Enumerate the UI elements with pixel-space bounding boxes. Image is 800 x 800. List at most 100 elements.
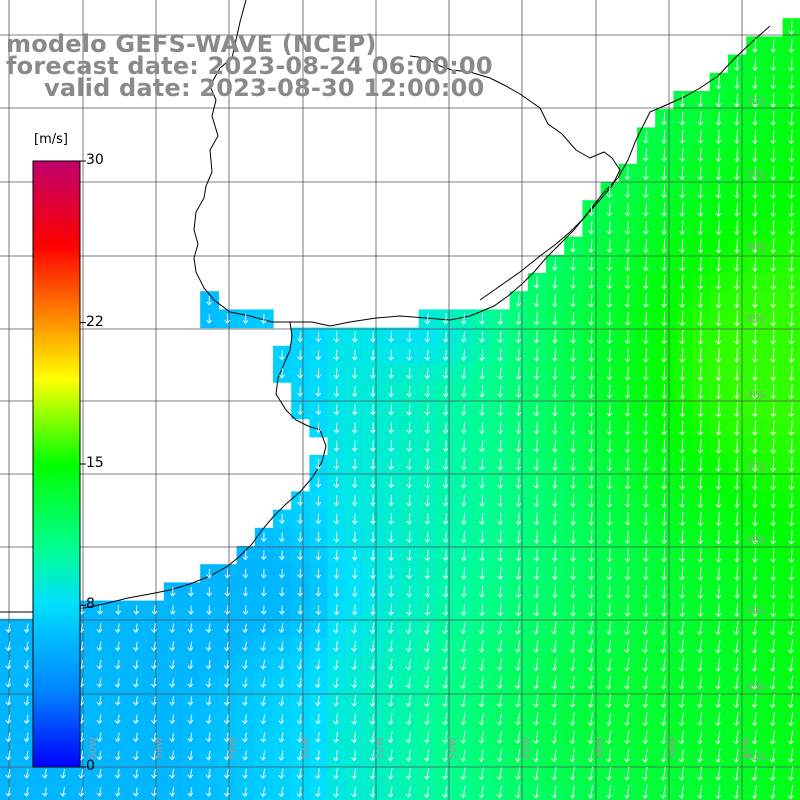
wind-arrow [697, 148, 704, 163]
wind-arrow [279, 368, 285, 379]
wind-arrow [442, 713, 448, 726]
wind-arrow [187, 641, 194, 652]
wind-arrow [752, 165, 758, 181]
wind-arrow [570, 384, 576, 399]
wind-arrow [514, 767, 521, 781]
latitude-labels: 32S 33S 34S 35S 36S 37S 38S 39S 40S 41S [746, 96, 765, 763]
wind-arrow [751, 730, 758, 745]
wind-arrow [369, 640, 376, 653]
wind-arrow [260, 550, 267, 561]
wind-arrow [114, 623, 121, 634]
wind-arrow [770, 238, 776, 254]
wind-arrow [333, 677, 339, 689]
wind-arrow [388, 331, 394, 343]
wind-arrow [570, 457, 576, 472]
wind-arrow [570, 257, 576, 271]
wind-arrow [788, 75, 795, 90]
wind-arrow [752, 584, 758, 600]
wind-arrow [678, 694, 685, 709]
wind-arrow [605, 730, 612, 745]
wind-arrow [405, 695, 412, 708]
wind-arrow [679, 256, 685, 272]
wind-arrow [315, 495, 322, 507]
wind-arrow [351, 731, 357, 744]
wind-arrow [642, 766, 648, 781]
wind-arrow [423, 640, 430, 653]
wind-arrow [97, 605, 103, 615]
wind-arrow [788, 365, 795, 382]
wind-arrow [242, 750, 248, 761]
wind-arrow [515, 585, 522, 599]
wind-arrow [660, 712, 667, 727]
wind-arrow [351, 458, 358, 471]
wind-arrow [733, 639, 739, 654]
wind-arrow [423, 622, 430, 635]
wind-arrow [733, 402, 740, 418]
wind-arrow [314, 713, 321, 725]
wind-arrow [733, 475, 740, 491]
wind-arrow [369, 786, 376, 798]
coastline-south-path [0, 321, 327, 613]
wind-arrow [442, 658, 448, 671]
wind-arrow [260, 532, 267, 543]
wind-arrow [697, 475, 704, 490]
wind-arrow [733, 184, 740, 199]
wind-arrow [424, 440, 431, 453]
wind-arrow [606, 348, 613, 363]
wind-arrow [387, 695, 394, 707]
wind-arrow [570, 530, 576, 544]
wind-arrow [514, 639, 521, 653]
wind-arrow [369, 658, 376, 671]
wind-arrow [187, 678, 194, 688]
wind-arrow [169, 696, 175, 706]
wind-arrow [479, 367, 485, 380]
wind-arrow [314, 786, 321, 798]
wind-arrow [788, 438, 795, 454]
wind-arrow [588, 402, 594, 417]
wind-arrow [496, 676, 503, 690]
wind-arrow [715, 129, 722, 144]
wind-arrow [205, 714, 212, 725]
wind-arrow [769, 639, 776, 654]
wind-arrow [351, 404, 358, 416]
wind-arrow [460, 403, 467, 416]
wind-arrow [788, 38, 795, 54]
wind-arrow [260, 623, 266, 634]
wind-arrow [678, 766, 685, 781]
wind-arrow [460, 494, 467, 507]
wind-arrow [533, 730, 539, 745]
wind-arrow [551, 639, 557, 654]
wind-arrow [333, 495, 340, 507]
wind-arrow [770, 402, 776, 418]
wind-arrow [333, 786, 339, 798]
wind-arrow [442, 494, 449, 507]
wind-arrow [715, 238, 722, 254]
wind-arrow [587, 675, 594, 690]
lat-label: 34S [746, 242, 765, 253]
wind-arrow [551, 330, 558, 344]
wind-arrow [151, 714, 157, 725]
lon-label: 46W [595, 737, 606, 760]
wind-arrow [733, 511, 740, 527]
wind-arrow [770, 347, 776, 363]
wind-arrow [496, 621, 503, 635]
wind-arrow [460, 694, 466, 708]
wind-arrow [442, 403, 449, 416]
wind-arrow [242, 768, 248, 779]
wind-arrow [697, 584, 704, 599]
wind-arrow [96, 714, 103, 725]
wind-arrow [424, 331, 431, 343]
wind-arrow [715, 712, 721, 727]
wind-arrow [387, 731, 394, 744]
wind-arrow [515, 439, 522, 453]
wind-arrow [423, 713, 430, 726]
wind-arrow [333, 586, 340, 598]
colorbar-unit: [m/s] [34, 132, 68, 147]
wind-arrow [642, 384, 649, 399]
wind-arrow [279, 568, 285, 579]
wind-arrow [187, 769, 194, 779]
wind-arrow [533, 476, 540, 490]
wind-arrow [606, 221, 613, 235]
wind-arrow [478, 785, 485, 799]
wind-arrow [205, 678, 212, 688]
